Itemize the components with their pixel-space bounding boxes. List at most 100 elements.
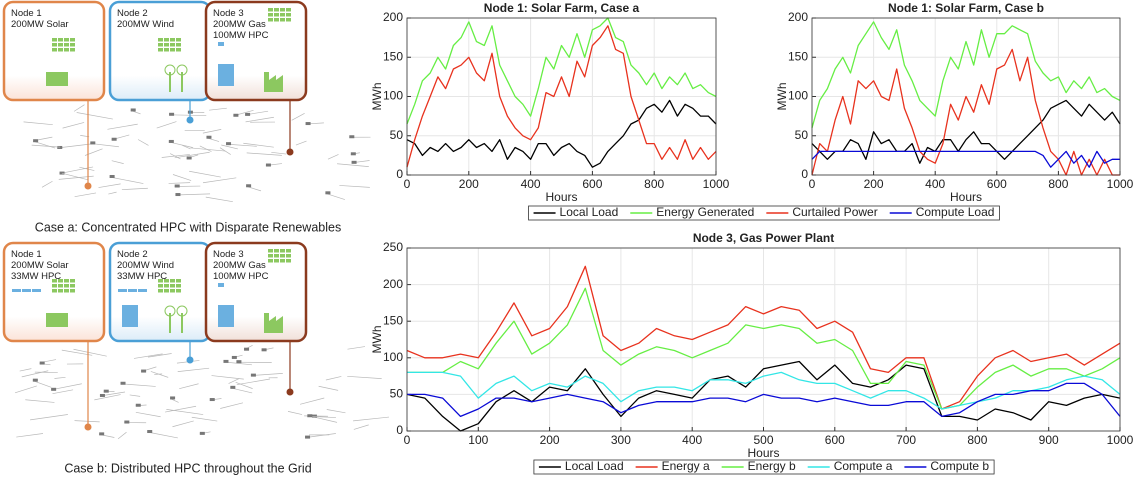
icon [280, 259, 285, 263]
icon [286, 13, 291, 17]
map-road [299, 397, 325, 405]
icon [158, 48, 163, 52]
map-road [325, 192, 345, 200]
map-building [231, 355, 237, 359]
legend-label: Local Load [560, 205, 619, 219]
y-tick-label: 150 [383, 49, 403, 63]
map-road [161, 154, 190, 158]
x-tick-label: 400 [682, 433, 702, 447]
map-road [111, 160, 124, 164]
icon [58, 38, 63, 42]
map-building [33, 139, 39, 143]
icon [46, 72, 68, 86]
icon [128, 289, 137, 292]
map-building [169, 112, 175, 116]
icon [286, 18, 291, 22]
map-building [199, 431, 205, 435]
map-road [32, 380, 52, 388]
icon [170, 279, 175, 283]
icon [22, 289, 31, 292]
map-road [109, 176, 144, 184]
icon [58, 43, 63, 47]
map-road [168, 182, 191, 184]
map-road [226, 143, 257, 147]
map-road [347, 346, 366, 350]
map-road [73, 104, 85, 112]
map-road [347, 375, 382, 379]
x-tick-label: 700 [896, 433, 916, 447]
series-line [811, 99, 1121, 164]
pointer-dot [84, 423, 92, 431]
icon [176, 38, 181, 42]
icon [218, 305, 234, 327]
map-building [261, 348, 267, 352]
x-tick-label: 1000 [703, 177, 730, 191]
icon [176, 48, 181, 52]
icon [268, 8, 273, 12]
icon [264, 313, 283, 333]
map-road [325, 376, 342, 381]
icon [32, 289, 41, 292]
node-label: 100MW HPC [213, 271, 269, 282]
map-road [220, 402, 244, 409]
map-road [353, 416, 390, 422]
map-road [250, 373, 283, 376]
icon [218, 283, 224, 287]
y-tick-label: 250 [383, 240, 403, 254]
map-building [120, 381, 126, 385]
map-building [265, 163, 271, 167]
map-road [74, 420, 100, 423]
map-road [61, 349, 93, 356]
x-tick-label: 600 [825, 433, 845, 447]
map-road [190, 147, 226, 152]
x-tick-label: 0 [809, 177, 816, 191]
legend-label: Energy b [748, 459, 796, 473]
icon [274, 259, 279, 263]
x-tick-label: 0 [404, 433, 411, 447]
chart-title: Node 1: Solar Farm, Case a [484, 1, 640, 15]
map-building [350, 152, 356, 156]
icon [58, 48, 63, 52]
map-road [353, 424, 369, 430]
map-road [61, 172, 88, 181]
map-road [165, 405, 197, 413]
y-tick-label: 200 [383, 10, 403, 24]
icon [264, 72, 283, 92]
icon [52, 279, 57, 283]
x-tick-label: 100 [468, 433, 488, 447]
pointer-dot [186, 356, 194, 364]
map-building [175, 193, 181, 197]
map-road [107, 123, 138, 130]
icon [70, 48, 75, 52]
map-building [168, 139, 174, 143]
icon [170, 48, 175, 52]
x-tick-label: 1000 [1107, 177, 1134, 191]
node-label: 200MW Solar [11, 260, 69, 271]
map-building [325, 191, 331, 195]
x-tick-label: 200 [864, 177, 884, 191]
x-tick-label: 0 [404, 177, 411, 191]
map-road [120, 383, 156, 387]
map-building [245, 112, 251, 116]
y-tick-label: 50 [390, 128, 404, 142]
legend-box [528, 205, 1000, 221]
map-road [62, 122, 85, 129]
map-road [135, 411, 161, 418]
map-road [76, 112, 113, 120]
y-tick-label: 50 [390, 387, 404, 401]
node-label: 200MW Gas [213, 260, 266, 271]
map-building [209, 398, 215, 402]
y-tick-label: 200 [788, 10, 808, 24]
map-road [221, 144, 238, 150]
map-road [179, 383, 199, 390]
map-road [236, 378, 271, 386]
map-road [327, 154, 339, 160]
icon [64, 289, 69, 293]
map-building [170, 396, 176, 400]
icon [158, 284, 163, 288]
x-tick-label: 200 [540, 433, 560, 447]
map-road [73, 348, 107, 357]
y-tick-label: 0 [396, 167, 403, 181]
map-building [130, 108, 136, 112]
